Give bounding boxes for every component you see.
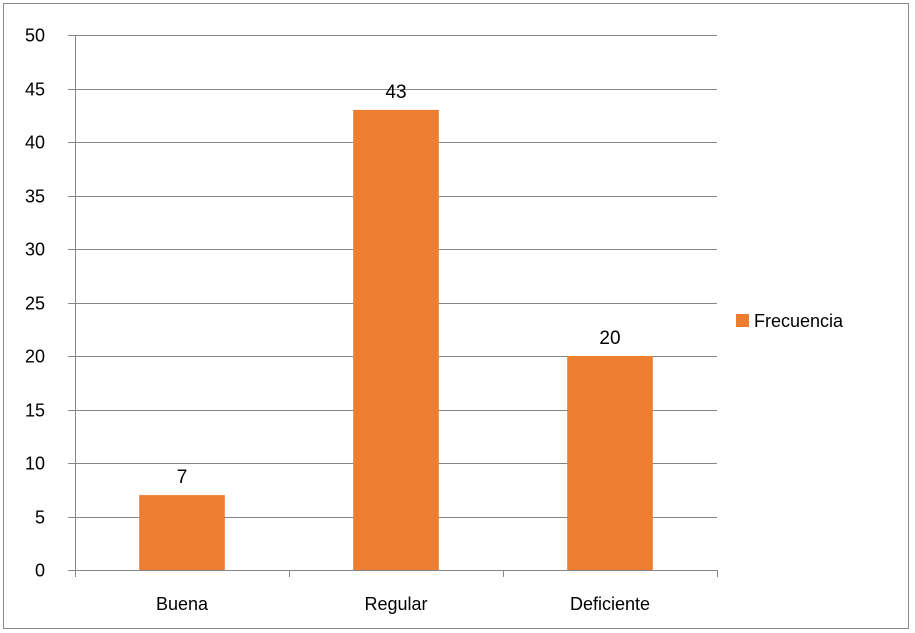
data-labels: 7 43 20 [177,82,621,488]
y-tick-label: 45 [25,80,45,100]
bars [139,109,653,571]
y-tick-label: 15 [25,401,45,421]
bar-buena[interactable] [139,495,225,570]
legend[interactable]: Frecuencia [736,311,844,331]
y-tick-label: 35 [25,187,45,207]
x-tick-label: Regular [364,594,427,614]
bar-deficiente[interactable] [567,356,653,570]
data-label-deficiente: 20 [599,328,620,349]
y-tick-label: 25 [25,294,45,314]
y-tick-label: 50 [25,26,45,46]
x-tick-label: Buena [156,594,209,614]
y-tick-label: 10 [25,454,45,474]
data-label-buena: 7 [177,467,188,488]
y-tick-label: 5 [35,508,45,528]
y-tick-label: 0 [35,561,45,581]
y-axis-ticks: 0 5 10 15 20 25 30 35 40 45 50 [25,26,76,581]
bar-regular[interactable] [353,109,439,571]
y-tick-label: 30 [25,240,45,260]
data-label-regular: 43 [385,82,406,103]
legend-swatch [736,314,749,327]
y-tick-label: 40 [25,133,45,153]
legend-label: Frecuencia [754,311,844,331]
x-axis: Buena Regular Deficiente [75,570,718,614]
x-tick-label: Deficiente [570,594,650,614]
y-tick-label: 20 [25,347,45,367]
